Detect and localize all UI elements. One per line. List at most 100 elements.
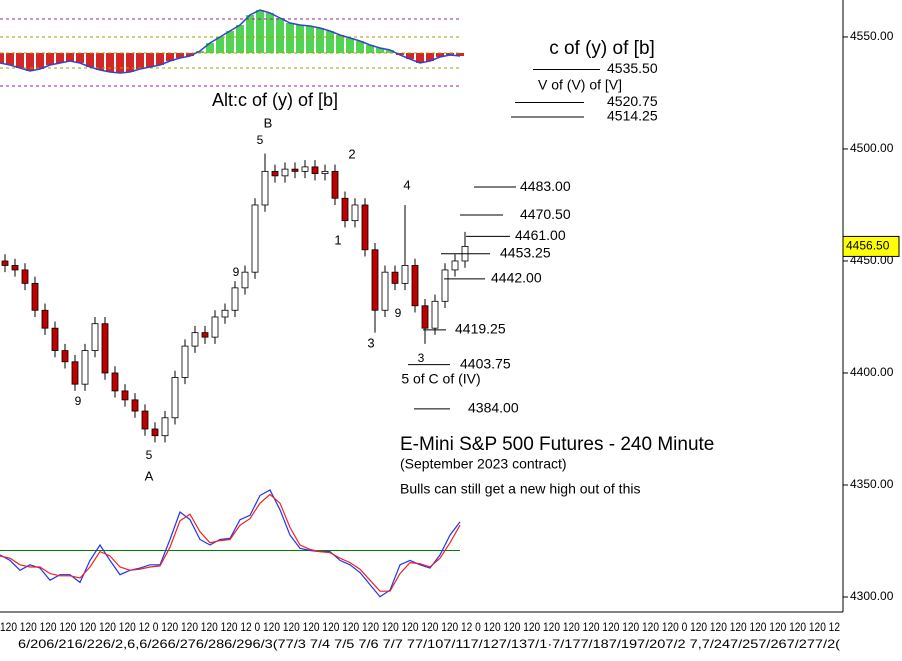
level-label: 4384.00 <box>468 400 519 416</box>
annotation: V of (V) of [V] <box>538 77 622 93</box>
candle-body <box>181 345 189 378</box>
histogram-bar <box>426 53 434 61</box>
histogram-bar <box>186 53 194 56</box>
candle-body <box>311 166 319 175</box>
histogram-bar <box>256 10 264 53</box>
candle-body <box>411 265 419 307</box>
y-tick-label: 4300.00 <box>850 589 894 603</box>
x-tick-label: 6/206/216/226/2,6,6/266/276/286/296/3(77… <box>18 637 840 651</box>
y-tick-label: 4500.00 <box>850 141 894 155</box>
candle-body <box>231 287 239 311</box>
histogram-bar <box>66 53 74 61</box>
annotation: 5 <box>257 133 264 147</box>
histogram-bar <box>196 51 204 53</box>
histogram-bar <box>6 53 14 65</box>
y-tick-label: 4550.00 <box>850 29 894 43</box>
chart-subtitle: (September 2023 contract) <box>400 456 567 472</box>
candle-body <box>381 271 389 311</box>
candle-body <box>281 168 289 177</box>
level-label: 4535.50 <box>607 60 658 76</box>
candle-body <box>291 168 299 172</box>
candle-body <box>11 265 19 271</box>
histogram-bar <box>136 53 144 69</box>
level-label: 4483.00 <box>520 178 571 194</box>
histogram-bar <box>156 53 164 65</box>
annotation: 4 <box>403 177 410 192</box>
histogram-bar <box>356 41 364 53</box>
histogram-bar <box>106 53 114 72</box>
annotation: 5 <box>146 448 153 462</box>
annotation: 3 <box>367 335 374 350</box>
y-tick-label: 4350.00 <box>850 477 894 491</box>
histogram-bar <box>276 18 284 53</box>
histogram-bar <box>16 53 24 68</box>
level-label: 4403.75 <box>460 355 511 371</box>
chart-title: E-Mini S&P 500 Futures - 240 Minute <box>400 434 714 455</box>
candle-body <box>361 204 369 251</box>
histogram-bar <box>26 53 34 71</box>
histogram-bar <box>96 53 104 70</box>
candle-body <box>201 332 209 338</box>
histogram-bar <box>346 38 354 53</box>
stochastic-line <box>0 489 461 598</box>
candle-body <box>1 260 9 266</box>
stochastic-line <box>0 493 461 592</box>
histogram-bar <box>336 35 344 53</box>
candle-body <box>171 377 179 419</box>
annotation: 9 <box>395 306 402 320</box>
histogram-bar <box>146 53 154 67</box>
annotation: c of (y) of [b] <box>549 38 655 59</box>
y-tick-label: 4400.00 <box>850 365 894 379</box>
histogram-bar <box>166 53 174 61</box>
annotation: 2 <box>348 146 355 161</box>
candle-body <box>41 309 49 329</box>
histogram-bar <box>86 53 94 67</box>
level-label: 4520.75 <box>607 93 658 109</box>
histogram-bar <box>236 25 244 53</box>
histogram-bar <box>456 53 464 56</box>
histogram-bar <box>286 23 294 53</box>
candle-body <box>271 170 279 177</box>
candle-body <box>111 372 119 392</box>
level-label: 4461.00 <box>515 227 566 243</box>
candle-body <box>251 204 259 273</box>
last-price-label: 4456.50 <box>846 239 890 253</box>
histogram-bar <box>46 53 54 65</box>
candle-body <box>241 271 249 289</box>
histogram-bar <box>306 26 314 53</box>
candle-body <box>351 204 359 222</box>
histogram-bar <box>326 31 334 53</box>
histogram-bar <box>436 53 444 57</box>
histogram-bar <box>296 25 304 53</box>
candle-body <box>441 269 449 302</box>
histogram-bar <box>416 53 424 63</box>
candle-body <box>101 323 109 374</box>
annotation: 5 of C of (IV) <box>401 371 480 387</box>
histogram-bar <box>176 53 184 58</box>
candle-body <box>221 309 229 318</box>
histogram-bar <box>446 53 454 55</box>
histogram-bar <box>116 53 124 73</box>
x-tick-label: 120 120 120 120 120 120 120 12 0 120 120… <box>0 620 840 634</box>
histogram-bar <box>396 53 404 55</box>
histogram-bar <box>76 53 84 63</box>
histogram-bar <box>56 53 64 63</box>
note: Bulls can still get a new high out of th… <box>400 481 640 497</box>
candle-body <box>81 350 89 385</box>
candle-body <box>141 410 149 430</box>
annotation: A <box>145 468 154 483</box>
histogram-bar <box>246 15 254 53</box>
annotation: 9 <box>233 265 240 279</box>
candle-body <box>431 300 439 329</box>
level-label: 4419.25 <box>455 321 506 337</box>
candle-body <box>131 399 139 412</box>
candle-body <box>51 327 59 351</box>
candle-body <box>71 361 79 385</box>
candle-body <box>31 282 39 311</box>
candle-body <box>391 271 399 284</box>
level-label: 4442.00 <box>491 270 542 286</box>
annotation: 1 <box>334 232 341 247</box>
candle-body <box>121 390 129 401</box>
